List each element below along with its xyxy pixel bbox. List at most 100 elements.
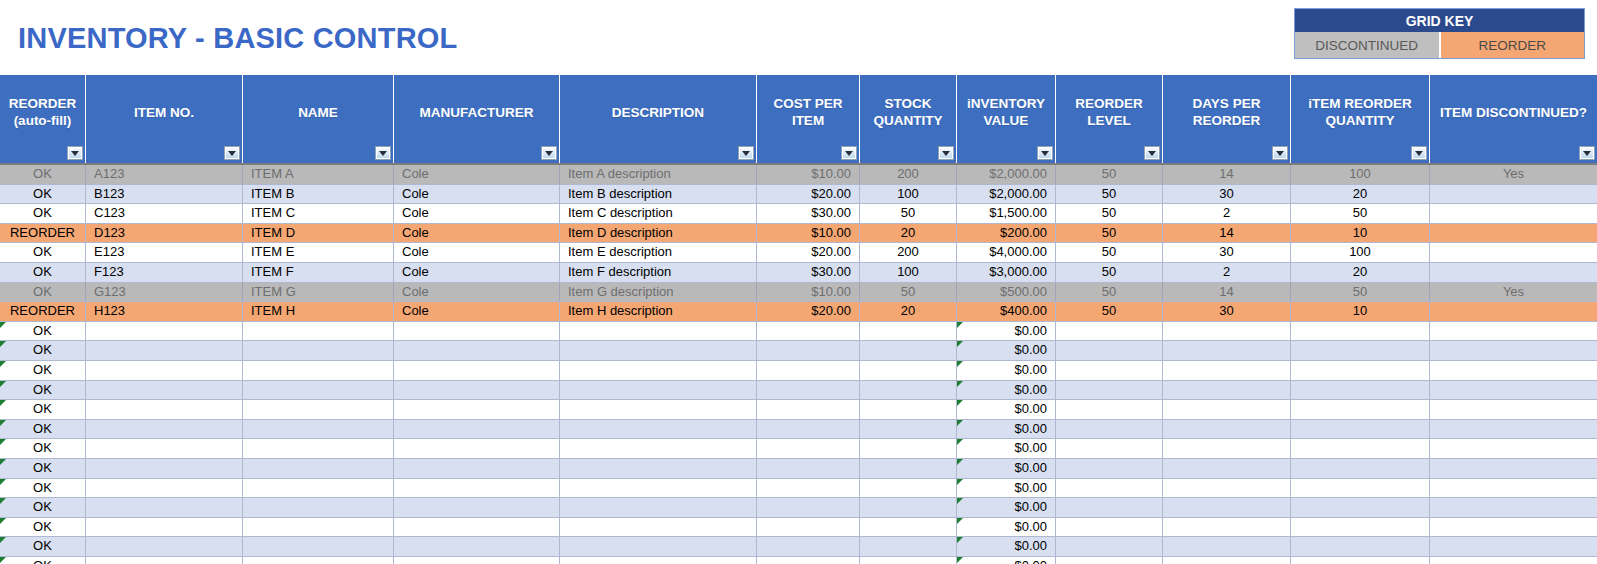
cell-reorder_level[interactable] [1056,518,1163,538]
cell-reorder[interactable]: OK [0,537,86,557]
cell-name[interactable] [243,518,394,538]
cell-item_reorder_quantity[interactable] [1291,341,1430,361]
cell-item_discontinued[interactable] [1430,557,1597,564]
cell-item_discontinued[interactable] [1430,224,1597,244]
cell-item_reorder_quantity[interactable] [1291,322,1430,342]
cell-cost_per_item[interactable]: $10.00 [757,165,860,185]
cell-name[interactable] [243,381,394,401]
cell-item_no[interactable] [86,498,243,518]
cell-days_per_reorder[interactable]: 30 [1163,243,1291,263]
cell-item_reorder_quantity[interactable] [1291,400,1430,420]
cell-item_reorder_quantity[interactable]: 10 [1291,302,1430,322]
cell-manufacturer[interactable] [394,341,560,361]
cell-description[interactable]: Item E description [560,243,757,263]
cell-stock_quantity[interactable] [860,518,957,538]
cell-inventory_value[interactable]: $0.00 [957,341,1056,361]
cell-cost_per_item[interactable] [757,420,860,440]
cell-item_reorder_quantity[interactable]: 100 [1291,243,1430,263]
cell-days_per_reorder[interactable]: 14 [1163,165,1291,185]
cell-days_per_reorder[interactable] [1163,439,1291,459]
cell-name[interactable] [243,341,394,361]
cell-name[interactable] [243,537,394,557]
cell-description[interactable]: Item A description [560,165,757,185]
cell-inventory_value[interactable]: $2,000.00 [957,165,1056,185]
cell-item_no[interactable] [86,361,243,381]
cell-days_per_reorder[interactable] [1163,479,1291,499]
cell-item_discontinued[interactable] [1430,263,1597,283]
cell-item_discontinued[interactable] [1430,400,1597,420]
cell-description[interactable]: Item F description [560,263,757,283]
cell-description[interactable] [560,341,757,361]
cell-description[interactable] [560,439,757,459]
cell-stock_quantity[interactable] [860,537,957,557]
cell-item_no[interactable]: F123 [86,263,243,283]
cell-name[interactable] [243,361,394,381]
cell-stock_quantity[interactable]: 50 [860,204,957,224]
cell-reorder[interactable]: OK [0,459,86,479]
cell-reorder_level[interactable] [1056,420,1163,440]
cell-reorder_level[interactable]: 50 [1056,263,1163,283]
cell-days_per_reorder[interactable] [1163,381,1291,401]
cell-manufacturer[interactable]: Cole [394,204,560,224]
cell-inventory_value[interactable]: $0.00 [957,537,1056,557]
cell-stock_quantity[interactable] [860,400,957,420]
cell-reorder_level[interactable] [1056,439,1163,459]
cell-stock_quantity[interactable]: 200 [860,243,957,263]
column-header-item_reorder_quantity[interactable]: iTEM REORDER QUANTITY [1291,75,1430,163]
cell-cost_per_item[interactable]: $20.00 [757,185,860,205]
cell-reorder[interactable]: OK [0,341,86,361]
cell-reorder_level[interactable] [1056,557,1163,564]
cell-stock_quantity[interactable]: 50 [860,283,957,303]
cell-reorder_level[interactable] [1056,322,1163,342]
cell-manufacturer[interactable]: Cole [394,263,560,283]
cell-name[interactable] [243,439,394,459]
cell-manufacturer[interactable] [394,479,560,499]
cell-reorder[interactable]: OK [0,498,86,518]
cell-item_discontinued[interactable] [1430,537,1597,557]
cell-days_per_reorder[interactable] [1163,498,1291,518]
cell-reorder[interactable]: REORDER [0,224,86,244]
cell-item_no[interactable]: H123 [86,302,243,322]
cell-inventory_value[interactable]: $500.00 [957,283,1056,303]
cell-item_no[interactable] [86,381,243,401]
cell-reorder_level[interactable] [1056,400,1163,420]
cell-manufacturer[interactable] [394,459,560,479]
cell-item_discontinued[interactable] [1430,518,1597,538]
cell-inventory_value[interactable]: $0.00 [957,479,1056,499]
cell-days_per_reorder[interactable] [1163,459,1291,479]
cell-description[interactable] [560,420,757,440]
cell-description[interactable] [560,518,757,538]
cell-manufacturer[interactable]: Cole [394,302,560,322]
filter-dropdown-button[interactable] [541,146,557,160]
cell-reorder[interactable]: OK [0,185,86,205]
cell-days_per_reorder[interactable]: 2 [1163,204,1291,224]
column-header-reorder_level[interactable]: REORDER LEVEL [1056,75,1163,163]
cell-reorder[interactable]: OK [0,204,86,224]
cell-inventory_value[interactable]: $0.00 [957,518,1056,538]
cell-name[interactable]: ITEM A [243,165,394,185]
cell-inventory_value[interactable]: $0.00 [957,381,1056,401]
cell-stock_quantity[interactable] [860,479,957,499]
cell-item_no[interactable] [86,557,243,564]
cell-item_reorder_quantity[interactable] [1291,518,1430,538]
cell-item_no[interactable] [86,537,243,557]
cell-days_per_reorder[interactable] [1163,420,1291,440]
cell-item_no[interactable]: E123 [86,243,243,263]
cell-item_reorder_quantity[interactable] [1291,361,1430,381]
cell-reorder[interactable]: REORDER [0,302,86,322]
cell-manufacturer[interactable] [394,420,560,440]
cell-reorder[interactable]: OK [0,263,86,283]
cell-stock_quantity[interactable] [860,420,957,440]
cell-item_reorder_quantity[interactable] [1291,479,1430,499]
cell-item_reorder_quantity[interactable]: 20 [1291,263,1430,283]
filter-dropdown-button[interactable] [224,146,240,160]
cell-manufacturer[interactable]: Cole [394,165,560,185]
cell-days_per_reorder[interactable]: 14 [1163,224,1291,244]
cell-cost_per_item[interactable] [757,518,860,538]
cell-manufacturer[interactable] [394,557,560,564]
cell-reorder[interactable]: OK [0,400,86,420]
cell-item_reorder_quantity[interactable] [1291,381,1430,401]
cell-inventory_value[interactable]: $0.00 [957,420,1056,440]
cell-name[interactable] [243,400,394,420]
cell-reorder[interactable]: OK [0,557,86,564]
